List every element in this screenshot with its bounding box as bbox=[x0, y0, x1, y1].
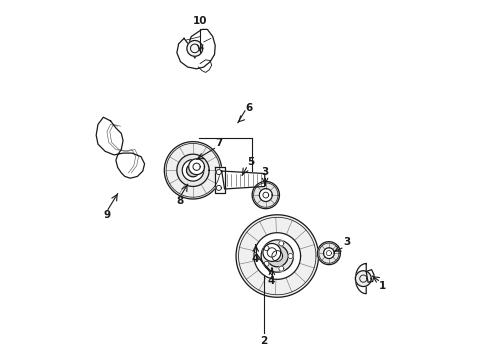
Text: 7: 7 bbox=[215, 138, 222, 148]
Polygon shape bbox=[264, 261, 269, 266]
Text: 6: 6 bbox=[245, 103, 253, 113]
Polygon shape bbox=[279, 266, 284, 271]
Text: 2: 2 bbox=[260, 336, 267, 346]
Polygon shape bbox=[187, 41, 203, 56]
Polygon shape bbox=[164, 141, 221, 199]
Text: 5: 5 bbox=[247, 157, 254, 167]
Polygon shape bbox=[189, 159, 204, 175]
Text: 4: 4 bbox=[268, 276, 275, 286]
Polygon shape bbox=[263, 243, 281, 261]
Polygon shape bbox=[177, 30, 215, 69]
Polygon shape bbox=[236, 215, 318, 297]
Text: 3: 3 bbox=[343, 237, 350, 247]
Polygon shape bbox=[279, 241, 284, 246]
Polygon shape bbox=[318, 242, 341, 265]
Polygon shape bbox=[187, 164, 199, 177]
Polygon shape bbox=[323, 248, 334, 258]
Text: 3: 3 bbox=[262, 167, 269, 177]
Polygon shape bbox=[259, 189, 272, 202]
Polygon shape bbox=[261, 240, 294, 272]
Text: 4: 4 bbox=[251, 254, 259, 264]
Polygon shape bbox=[366, 270, 374, 282]
Text: 9: 9 bbox=[104, 211, 111, 220]
Polygon shape bbox=[177, 154, 209, 186]
Polygon shape bbox=[216, 170, 221, 175]
Text: 1: 1 bbox=[379, 281, 387, 291]
Polygon shape bbox=[254, 233, 300, 279]
Polygon shape bbox=[355, 271, 371, 287]
Polygon shape bbox=[252, 181, 279, 209]
Text: 10: 10 bbox=[193, 16, 207, 26]
Polygon shape bbox=[355, 264, 366, 294]
Polygon shape bbox=[267, 245, 288, 267]
Polygon shape bbox=[182, 159, 204, 181]
Text: 8: 8 bbox=[177, 196, 184, 206]
Polygon shape bbox=[221, 171, 265, 189]
Polygon shape bbox=[216, 185, 221, 190]
Polygon shape bbox=[288, 253, 293, 258]
Polygon shape bbox=[215, 167, 225, 193]
Polygon shape bbox=[264, 246, 269, 251]
Polygon shape bbox=[96, 117, 145, 178]
